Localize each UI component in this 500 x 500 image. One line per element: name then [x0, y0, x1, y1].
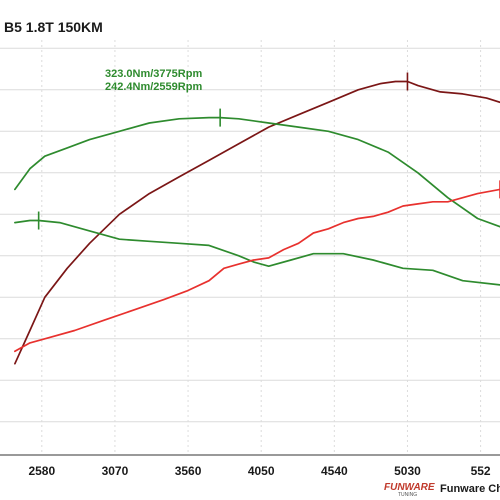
- x-tick-label-5: 5030: [394, 464, 421, 478]
- series-line-0: [14, 80, 500, 365]
- x-axis-ticks: 2580 3070 3560 4050 4540 5030 552: [28, 464, 490, 478]
- x-tick-label-2: 3560: [175, 464, 202, 478]
- series-line-2: [14, 219, 500, 286]
- x-tick-label-4: 4540: [321, 464, 348, 478]
- brand-logo: FUNWARE TUNING: [384, 482, 435, 498]
- annotation-1: 242.4Nm/2559Rpm: [105, 81, 202, 93]
- markers: [37, 72, 500, 230]
- x-tick-label-1: 3070: [102, 464, 129, 478]
- x-tick-label-3: 4050: [248, 464, 275, 478]
- brand-credit: Funware Chi: [440, 483, 500, 495]
- x-tick-label-6: 552: [471, 464, 491, 478]
- brand-logo-text: FUNWARE: [384, 482, 435, 493]
- annotation-0: 323.0Nm/3775Rpm: [105, 68, 202, 80]
- grid: [0, 40, 500, 455]
- chart-title: B5 1.8T 150KM: [4, 19, 103, 35]
- brand-logo-sub: TUNING: [398, 492, 417, 498]
- series-line-1: [14, 116, 500, 228]
- curves: [14, 80, 500, 365]
- series-line-3: [14, 188, 500, 353]
- x-tick-label-0: 2580: [28, 464, 55, 478]
